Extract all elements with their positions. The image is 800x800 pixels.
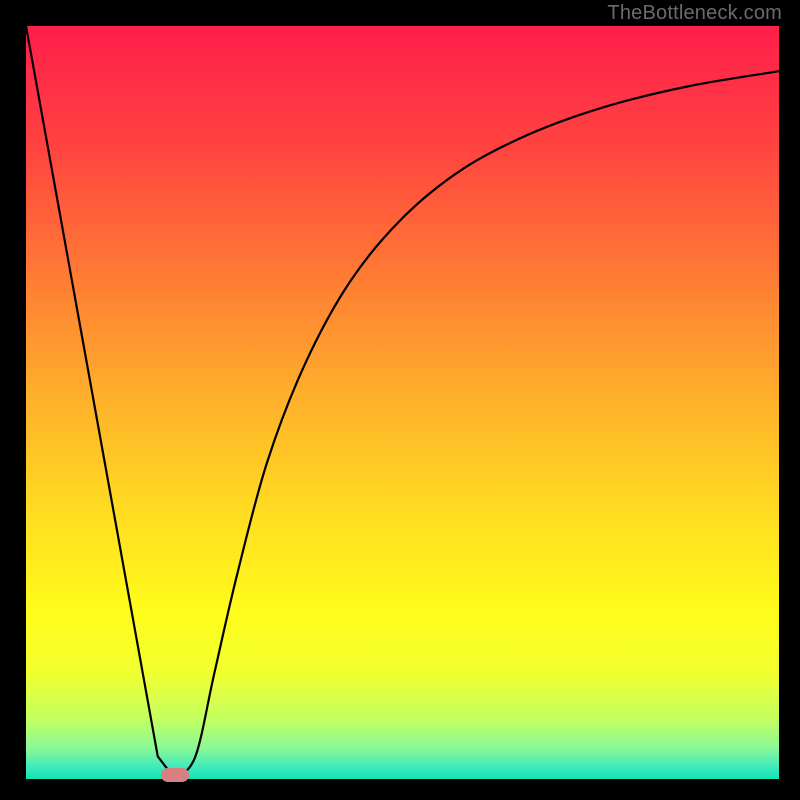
minimum-marker [161, 768, 189, 782]
bottleneck-curve [26, 26, 779, 779]
watermark-text: TheBottleneck.com [607, 2, 782, 25]
plot-area [26, 26, 779, 779]
chart-container: TheBottleneck.com [0, 0, 800, 800]
